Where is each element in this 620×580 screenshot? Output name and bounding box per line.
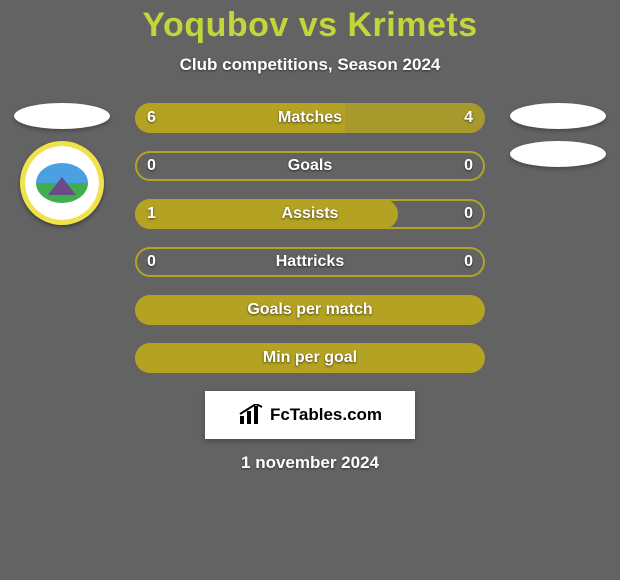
fctables-logo[interactable]: FcTables.com [205,391,415,439]
club-badge-inner [36,163,88,203]
stat-label: Matches [278,109,342,127]
stat-value-left: 0 [147,157,156,175]
footer-logo-text: FcTables.com [270,405,382,425]
stat-value-right: 0 [464,157,473,175]
stat-bar: 0 0 Goals [135,151,485,181]
stat-label: Goals per match [247,301,372,319]
stat-bars: 6 4 Matches 0 0 Goals 1 0 Assists 0 0 Hattricks Goal… [135,103,485,373]
chart-icon [238,404,264,426]
stat-value-left: 0 [147,253,156,271]
page-subtitle: Club competitions, Season 2024 [0,55,620,75]
comparison-card: Yoqubov vs Krimets Club competitions, Se… [0,0,620,580]
stat-value-right: 4 [464,109,473,127]
stat-value-right: 0 [464,205,473,223]
stat-value-right: 0 [464,253,473,271]
right-player-column [508,103,608,167]
club-badge-left [20,141,104,225]
content-area: 6 4 Matches 0 0 Goals 1 0 Assists 0 0 Hattricks Goal… [0,103,620,473]
stat-bar: 0 0 Hattricks [135,247,485,277]
player-photo-placeholder-right-1 [510,103,606,129]
stat-label: Assists [282,205,339,223]
page-title: Yoqubov vs Krimets [0,0,620,45]
stat-label: Min per goal [263,349,357,367]
stat-bar: 1 0 Assists [135,199,485,229]
mountain-icon [48,177,76,195]
player-photo-placeholder-right-2 [510,141,606,167]
stat-value-left: 6 [147,109,156,127]
left-player-column [12,103,112,225]
player-photo-placeholder-left [14,103,110,129]
stat-label: Hattricks [276,253,344,271]
stat-bar: 6 4 Matches [135,103,485,133]
stat-bar: Min per goal [135,343,485,373]
footer-date: 1 november 2024 [0,453,620,473]
stat-label: Goals [288,157,332,175]
stat-value-left: 1 [147,205,156,223]
stat-bar: Goals per match [135,295,485,325]
